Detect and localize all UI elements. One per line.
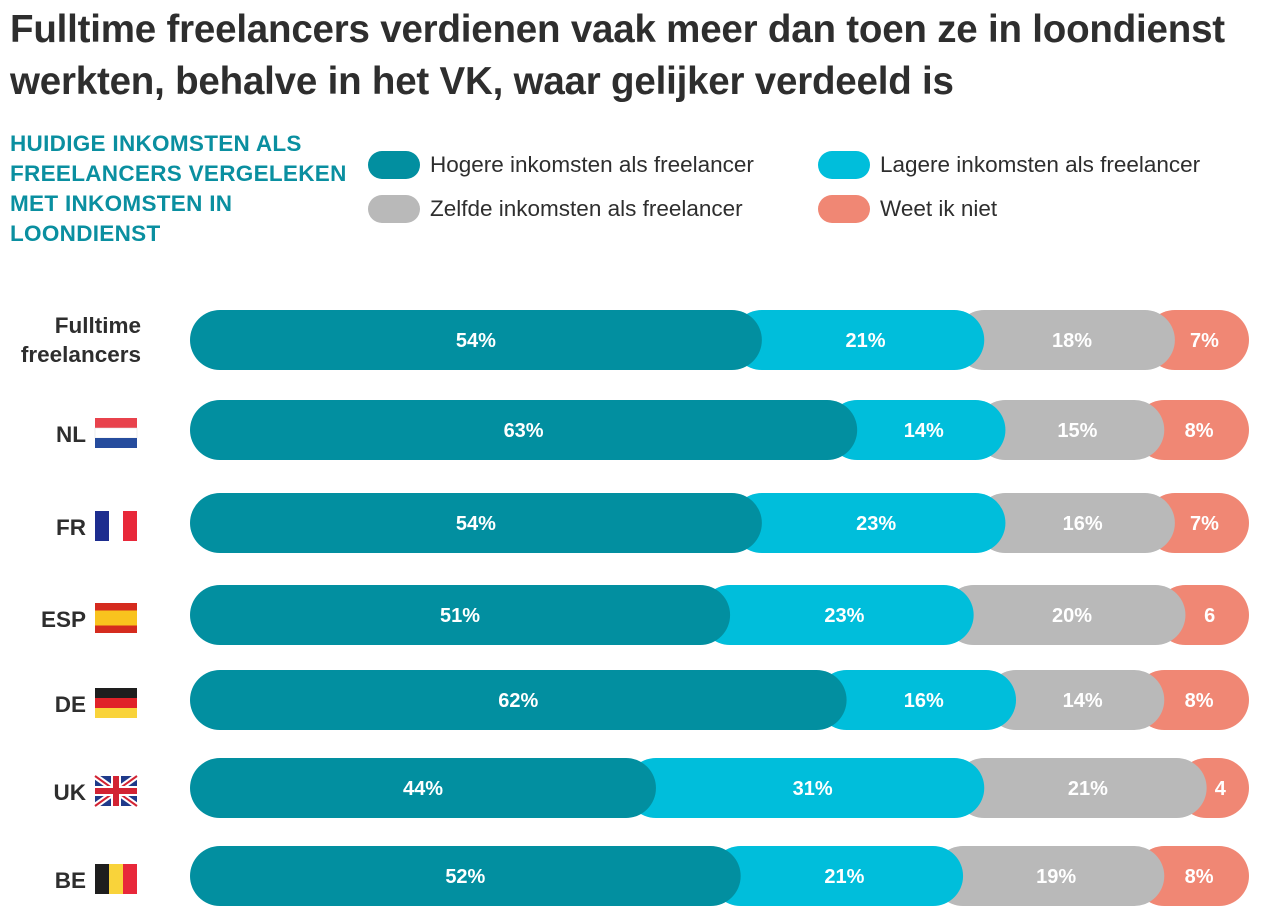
data-label: 19% xyxy=(1036,866,1076,888)
legend-item-higher: Hogere inkomsten als freelancer xyxy=(368,150,754,180)
bar-row: 51% 23% 20% 6 xyxy=(190,585,1249,645)
bar-segment xyxy=(954,310,1175,370)
be-flag-icon xyxy=(95,864,137,894)
legend-swatch-same xyxy=(368,195,420,223)
bar-row: 44% 31% 21% 4 xyxy=(190,758,1249,818)
bar-segment xyxy=(731,310,985,370)
data-label: 21% xyxy=(846,330,886,352)
chart-subtitle: HUIDIGE INKOMSTEN ALS FREELANCERS VERGEL… xyxy=(10,131,347,246)
bar-segment xyxy=(986,670,1165,730)
bar-segment xyxy=(816,670,1017,730)
bar-row: 63% 14% 15% 8% xyxy=(190,400,1249,460)
data-label: 14% xyxy=(904,420,944,442)
legend-swatch-higher xyxy=(368,151,420,179)
bar-segment xyxy=(933,846,1165,906)
data-label: 54% xyxy=(456,513,496,535)
data-label: 15% xyxy=(1057,420,1097,442)
fr-flag-icon xyxy=(95,511,137,541)
data-label: 8% xyxy=(1185,866,1214,888)
data-label: 14% xyxy=(1063,690,1103,712)
bar-segment xyxy=(190,585,731,645)
legend-label-higher: Hogere inkomsten als freelancer xyxy=(430,152,754,177)
bar-segment xyxy=(1134,400,1249,460)
bar-segment xyxy=(190,758,656,818)
bar-segment xyxy=(1134,670,1249,730)
data-label: 4 xyxy=(1215,778,1227,800)
bar-segment xyxy=(1144,310,1249,370)
bar-row: 54% 21% 18% 7% xyxy=(190,310,1249,370)
category-label: BE xyxy=(55,868,86,893)
legend-swatch-lower xyxy=(818,151,870,179)
category-label: FR xyxy=(56,515,86,540)
bar-segment xyxy=(1134,846,1249,906)
nl-flag-icon xyxy=(94,418,138,448)
chart-title: Fulltime freelancers verdienen vaak meer… xyxy=(10,8,1225,103)
bar-segment xyxy=(700,585,974,645)
category-label: NL xyxy=(56,422,86,447)
bar-segment xyxy=(190,846,741,906)
data-label: 8% xyxy=(1185,690,1214,712)
data-label: 16% xyxy=(1063,513,1103,535)
data-label: 31% xyxy=(793,778,833,800)
data-label: 21% xyxy=(824,866,864,888)
data-label: 6 xyxy=(1204,605,1215,627)
bar-segment xyxy=(954,758,1207,818)
bar-segment xyxy=(827,400,1006,460)
data-label: 23% xyxy=(824,605,864,627)
bar-segment xyxy=(975,400,1165,460)
legend-item-lower: Lagere inkomsten als freelancer xyxy=(818,150,1200,180)
bar-segment xyxy=(190,310,762,370)
legend-item-same: Zelfde inkomsten als freelancer xyxy=(368,194,743,224)
bar-segment xyxy=(190,400,858,460)
bar-segment xyxy=(625,758,985,818)
es-flag-icon xyxy=(95,603,137,633)
uk-flag-icon xyxy=(93,773,139,809)
category-label: Fulltime xyxy=(55,313,141,338)
category-label: ESP xyxy=(41,607,86,632)
bar-segment xyxy=(190,493,762,553)
bar-row: 62% 16% 14% 8% xyxy=(190,670,1249,730)
bar-row: 52% 21% 19% 8% xyxy=(190,846,1249,906)
de-flag-icon xyxy=(95,688,137,718)
data-label: 63% xyxy=(504,420,544,442)
legend-label-unknown: Weet ik niet xyxy=(880,196,998,221)
data-label: 54% xyxy=(456,330,496,352)
data-label: 21% xyxy=(1068,778,1108,800)
data-label: 7% xyxy=(1190,513,1219,535)
legend-item-unknown: Weet ik niet xyxy=(818,194,997,224)
bar-segment xyxy=(190,670,847,730)
bar-segment xyxy=(710,846,964,906)
category-label: DE xyxy=(55,692,86,717)
legend-label-lower: Lagere inkomsten als freelancer xyxy=(880,152,1201,177)
bar-segment xyxy=(731,493,1006,553)
data-label: 52% xyxy=(445,866,485,888)
bar-row: 54% 23% 16% 7% xyxy=(190,493,1249,553)
legend-swatch-unknown xyxy=(818,195,870,223)
category-label: freelancers xyxy=(21,342,141,367)
category-label: UK xyxy=(54,780,87,805)
data-label: 7% xyxy=(1190,330,1219,352)
data-label: 20% xyxy=(1052,605,1092,627)
data-label: 16% xyxy=(904,690,944,712)
data-label: 23% xyxy=(856,513,896,535)
data-label: 8% xyxy=(1185,420,1214,442)
bar-segment xyxy=(943,585,1186,645)
data-label: 18% xyxy=(1052,330,1092,352)
bar-segment xyxy=(1144,493,1249,553)
data-label: 44% xyxy=(403,778,443,800)
data-label: 62% xyxy=(498,690,538,712)
bar-segment xyxy=(975,493,1175,553)
legend-label-same: Zelfde inkomsten als freelancer xyxy=(430,196,743,221)
data-label: 51% xyxy=(440,605,480,627)
